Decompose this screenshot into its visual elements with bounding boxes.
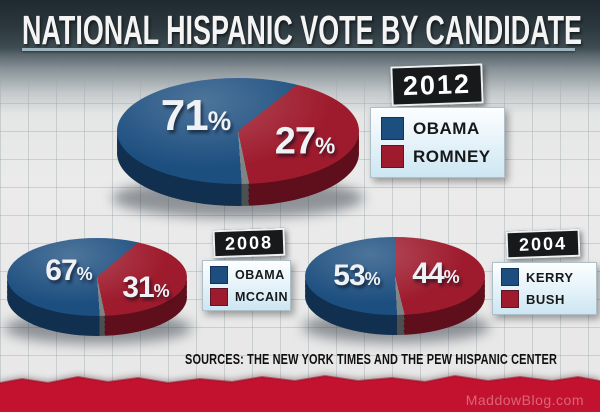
romney-color-swatch: [381, 145, 404, 168]
slice-label-obama-2012: 71%: [160, 91, 232, 140]
obama-color-swatch: [210, 266, 228, 284]
pie-top-face: [117, 78, 359, 184]
bush-color-swatch: [501, 290, 519, 308]
title-underline: [22, 48, 575, 51]
pie-gloss-highlight: [7, 238, 187, 316]
pie-top-face: [7, 238, 187, 316]
legend-2012: OBAMA ROMNEY: [370, 107, 505, 178]
year-badge-2004: 2004: [505, 228, 581, 260]
pie-gloss-highlight: [117, 78, 359, 184]
pie-top-face: [305, 237, 485, 315]
legend-row: OBAMA: [210, 266, 290, 284]
slice-label-mccain-2008: 31%: [122, 271, 170, 304]
legend-label-obama: OBAMA: [235, 268, 285, 282]
pie-2008: 67% 31%: [7, 238, 187, 336]
obama-color-swatch: [381, 117, 404, 140]
year-badge-2012: 2012: [390, 63, 484, 107]
legend-row: BUSH: [501, 290, 596, 308]
slice-label-kerry-2004: 53%: [333, 259, 381, 292]
kerry-color-swatch: [501, 268, 519, 286]
torn-paper-banner: [0, 374, 600, 412]
legend-label-obama: OBAMA: [413, 118, 480, 138]
legend-label-kerry: KERRY: [526, 269, 574, 285]
slice-label-obama-2008: 67%: [45, 254, 93, 287]
pie-gloss-highlight: [305, 237, 485, 315]
legend-row: MCCAIN: [210, 288, 290, 306]
legend-2004: KERRY BUSH: [492, 262, 597, 315]
legend-label-bush: BUSH: [526, 291, 565, 307]
legend-2008: OBAMA MCCAIN: [202, 260, 291, 311]
slice-label-bush-2004: 44%: [412, 257, 460, 290]
legend-row: OBAMA: [381, 117, 504, 140]
sources-line: SOURCES: THE NEW YORK TIMES AND THE PEW …: [185, 351, 557, 368]
legend-row: ROMNEY: [381, 145, 504, 168]
legend-row: KERRY: [501, 268, 596, 286]
page-title: NATIONAL HISPANIC VOTE BY CANDIDATE: [22, 7, 582, 53]
pie-2012: 71% 27%: [117, 78, 359, 206]
mccain-color-swatch: [210, 288, 228, 306]
year-badge-2008: 2008: [212, 227, 286, 259]
legend-label-romney: ROMNEY: [413, 146, 491, 166]
legend-label-mccain: MCCAIN: [235, 290, 288, 304]
slice-label-romney-2012: 27%: [274, 120, 336, 163]
watermark: MaddowBlog.com: [465, 392, 584, 408]
pie-2004: 53% 44%: [305, 237, 485, 335]
